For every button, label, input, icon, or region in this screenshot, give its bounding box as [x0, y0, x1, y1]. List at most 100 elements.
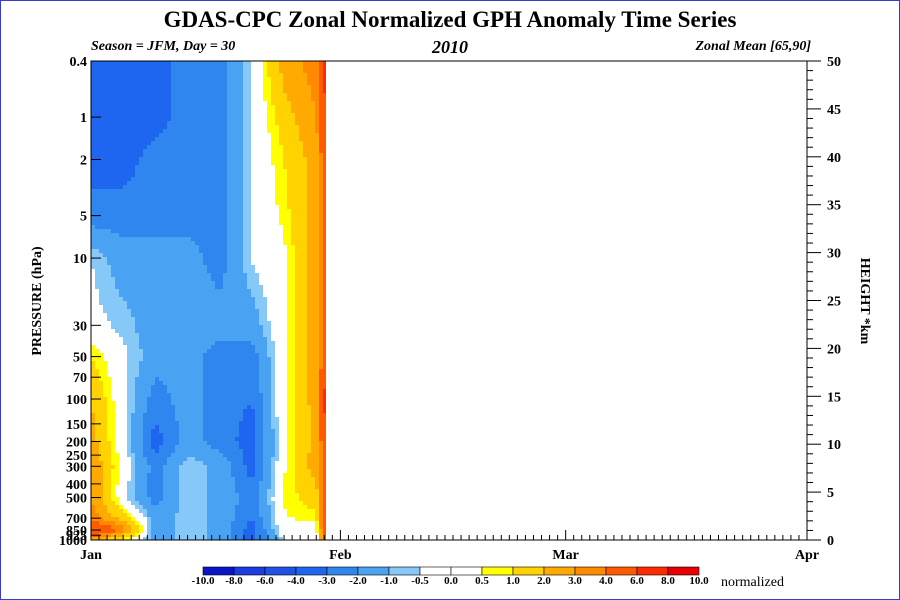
field-cell [123, 253, 128, 258]
field-cell [111, 173, 116, 178]
field-cell [187, 433, 192, 438]
field-cell [171, 285, 176, 290]
field-cell [215, 421, 220, 426]
field-cell [235, 457, 240, 462]
field-cell [167, 81, 172, 86]
field-cell [151, 397, 156, 402]
field-cell [127, 353, 132, 358]
field-cell [159, 293, 164, 298]
field-cell [171, 77, 176, 82]
field-cell [227, 109, 232, 114]
field-cell [95, 473, 100, 478]
field-cell [191, 81, 196, 86]
field-cell [159, 537, 164, 540]
field-cell [155, 253, 160, 258]
field-cell [219, 89, 224, 94]
field-cell [227, 453, 232, 458]
field-cell [199, 133, 204, 138]
field-cell [155, 229, 160, 234]
field-cell [219, 161, 224, 166]
field-cell [103, 309, 108, 314]
field-cell [95, 305, 100, 310]
field-cell [127, 493, 132, 498]
field-cell [143, 185, 148, 190]
field-cell [243, 325, 248, 330]
field-cell [203, 489, 208, 494]
field-cell [207, 77, 212, 82]
field-cell [251, 77, 256, 82]
field-cell [239, 169, 244, 174]
field-cell [247, 161, 252, 166]
field-cell [231, 413, 236, 418]
field-cell [111, 489, 116, 494]
field-cell [247, 353, 252, 358]
field-cell [135, 501, 140, 506]
field-cell [159, 193, 164, 198]
field-cell [247, 385, 252, 390]
field-cell [115, 445, 120, 450]
field-cell [103, 265, 108, 270]
field-cell [203, 149, 208, 154]
field-cell [111, 289, 116, 294]
field-cell [231, 385, 236, 390]
field-cell [219, 449, 224, 454]
field-cell [215, 309, 220, 314]
field-cell [115, 85, 120, 90]
field-cell [171, 213, 176, 218]
field-cell [227, 325, 232, 330]
field-cell [135, 181, 140, 186]
field-cell [99, 309, 104, 314]
field-cell [107, 245, 112, 250]
field-cell [155, 409, 160, 414]
field-cell [211, 393, 216, 398]
field-cell [195, 133, 200, 138]
field-cell [151, 105, 156, 110]
field-cell [139, 509, 144, 514]
field-cell [223, 65, 228, 70]
field-cell [95, 513, 100, 518]
field-cell [151, 489, 156, 494]
field-cell [139, 517, 144, 522]
field-cell [247, 521, 252, 526]
field-cell [99, 273, 104, 278]
field-cell [187, 469, 192, 474]
field-cell [151, 501, 156, 506]
field-cell [171, 425, 176, 430]
field-cell [167, 185, 172, 190]
field-cell [159, 485, 164, 490]
field-cell [187, 165, 192, 170]
field-cell [183, 65, 188, 70]
field-cell [207, 449, 212, 454]
field-cell [91, 313, 96, 318]
field-cell [227, 269, 232, 274]
field-cell [231, 129, 236, 134]
field-cell [215, 77, 220, 82]
field-cell [95, 465, 100, 470]
field-cell [91, 321, 96, 326]
field-cell [151, 261, 156, 266]
field-cell [91, 517, 96, 522]
field-cell [115, 197, 120, 202]
field-cell [103, 109, 108, 114]
field-cell [171, 325, 176, 330]
field-cell [187, 405, 192, 410]
field-cell [139, 261, 144, 266]
field-cell [175, 341, 180, 346]
field-cell [211, 229, 216, 234]
field-cell [139, 337, 144, 342]
field-cell [255, 349, 260, 354]
field-cell [151, 161, 156, 166]
field-cell [135, 117, 140, 122]
field-cell [115, 325, 120, 330]
field-cell [119, 253, 124, 258]
field-cell [127, 461, 132, 466]
field-cell [143, 333, 148, 338]
field-cell [215, 121, 220, 126]
field-cell [111, 337, 116, 342]
field-cell [147, 73, 152, 78]
field-cell [231, 249, 236, 254]
field-cell [199, 233, 204, 238]
field-cell [127, 73, 132, 78]
field-cell [147, 117, 152, 122]
field-cell [95, 481, 100, 486]
